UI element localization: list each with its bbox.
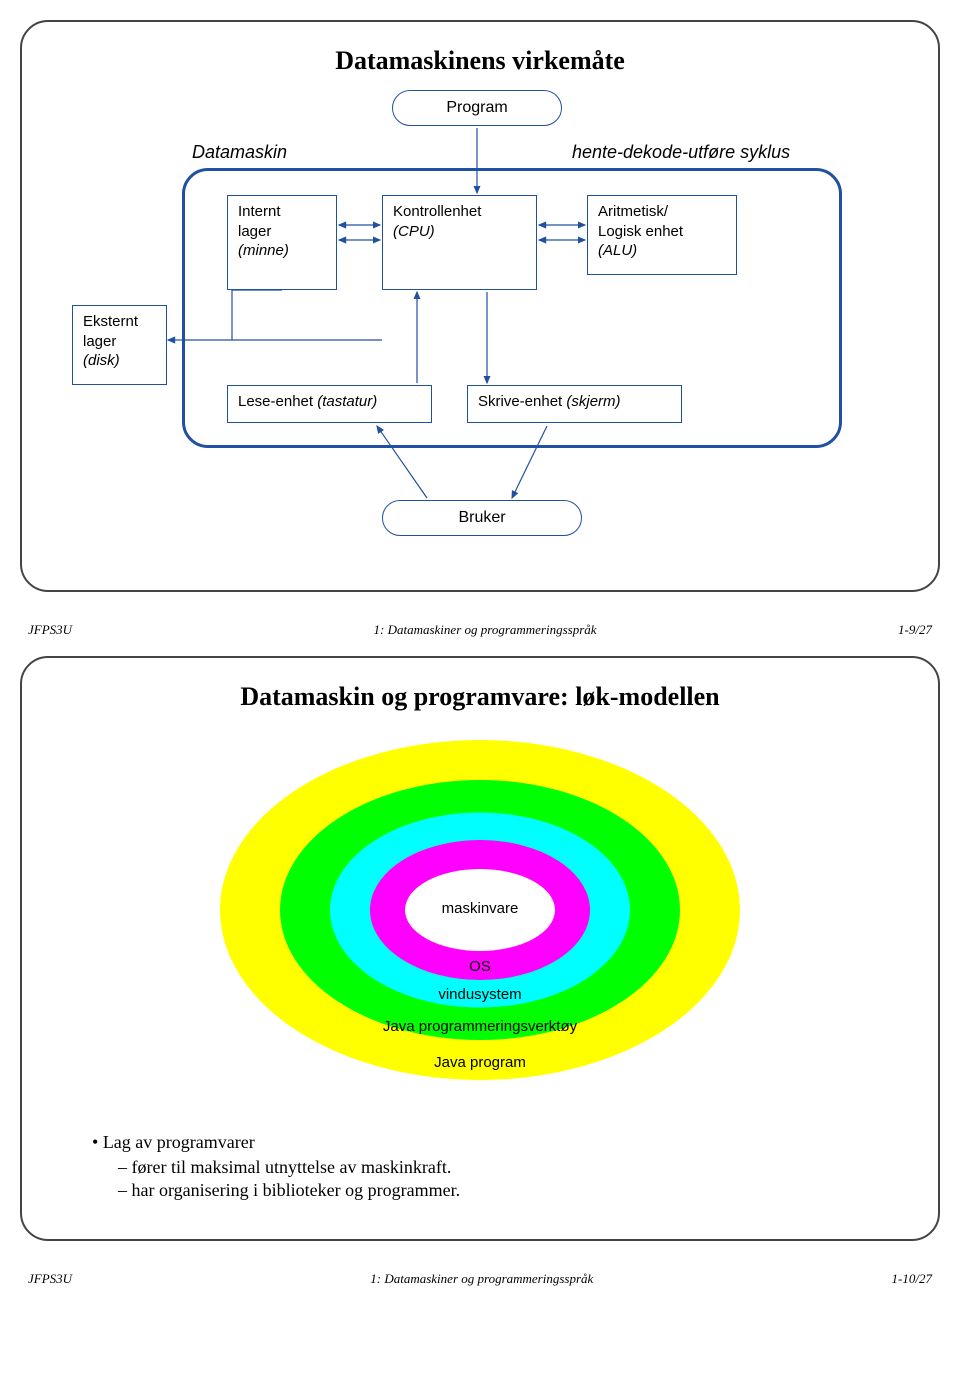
onion-javatools-label: Java programmeringsverktøy: [383, 1018, 577, 1035]
footer1-left: JFPS3U: [28, 622, 72, 638]
write-text: Skrive-enhet: [478, 393, 566, 410]
write-unit-box: Skrive-enhet (skjerm): [467, 385, 682, 423]
ext-l3: (disk): [83, 352, 120, 369]
read-unit-box: Lese-enhet (tastatur): [227, 385, 432, 423]
slide1-title: Datamaskinens virkemåte: [52, 46, 908, 76]
computer-architecture-diagram: Program Datamaskin hente-dekode-utføre s…: [82, 90, 878, 570]
internal-memory-box: Internt lager (minne): [227, 195, 337, 290]
datamaskin-label: Datamaskin: [192, 142, 287, 163]
ext-l2: lager: [83, 333, 116, 350]
slide-2: Datamaskin og programvare: løk-modellen …: [20, 656, 940, 1241]
int-l3: (minne): [238, 242, 289, 259]
cpu-l2: (CPU): [393, 223, 435, 240]
footer2-center: 1: Datamaskiner og programmeringsspråk: [370, 1271, 593, 1287]
control-unit-box: Kontrollenhet (CPU): [382, 195, 537, 290]
user-label: Bruker: [458, 509, 505, 526]
program-label: Program: [446, 99, 507, 116]
alu-l2: Logisk enhet: [598, 223, 683, 240]
cycle-label: hente-dekode-utføre syklus: [572, 142, 790, 163]
int-l1: Internt: [238, 203, 281, 220]
int-l2: lager: [238, 223, 271, 240]
user-node: Bruker: [382, 500, 582, 536]
footer2-right: 1-10/27: [892, 1271, 932, 1287]
footer1-center: 1: Datamaskiner og programmeringsspråk: [374, 622, 597, 638]
ext-l1: Eksternt: [83, 313, 138, 330]
slide-1: Datamaskinens virkemåte Program Datamask…: [20, 20, 940, 592]
footer-1: JFPS3U 1: Datamaskiner og programmerings…: [28, 622, 932, 638]
external-storage-box: Eksternt lager (disk): [72, 305, 167, 385]
onion-model-diagram: maskinvare OS vindusystem Java programme…: [52, 726, 908, 1126]
footer2-left: JFPS3U: [28, 1271, 72, 1287]
bullet-main: Lag av programvarer: [92, 1132, 888, 1153]
cpu-l1: Kontrollenhet: [393, 203, 481, 220]
onion-windowsys-label: vindusystem: [438, 986, 521, 1003]
program-node: Program: [392, 90, 562, 126]
bullet-sub2: har organisering i biblioteker og progra…: [118, 1180, 888, 1201]
alu-l3: (ALU): [598, 242, 637, 259]
write-italic: (skjerm): [566, 393, 620, 410]
onion-os-label: OS: [469, 958, 491, 975]
bullet-sub1: fører til maksimal utnyttelse av maskink…: [118, 1157, 888, 1178]
onion-javaprog-label: Java program: [434, 1054, 526, 1071]
footer1-right: 1-9/27: [898, 622, 932, 638]
onion-center-label: maskinvare: [442, 900, 519, 917]
alu-l1: Aritmetisk/: [598, 203, 668, 220]
footer-2: JFPS3U 1: Datamaskiner og programmerings…: [28, 1271, 932, 1287]
read-text: Lese-enhet: [238, 393, 317, 410]
alu-box: Aritmetisk/ Logisk enhet (ALU): [587, 195, 737, 275]
read-italic: (tastatur): [317, 393, 377, 410]
slide2-title: Datamaskin og programvare: løk-modellen: [52, 682, 908, 712]
slide2-bullets: Lag av programvarer fører til maksimal u…: [92, 1132, 888, 1201]
